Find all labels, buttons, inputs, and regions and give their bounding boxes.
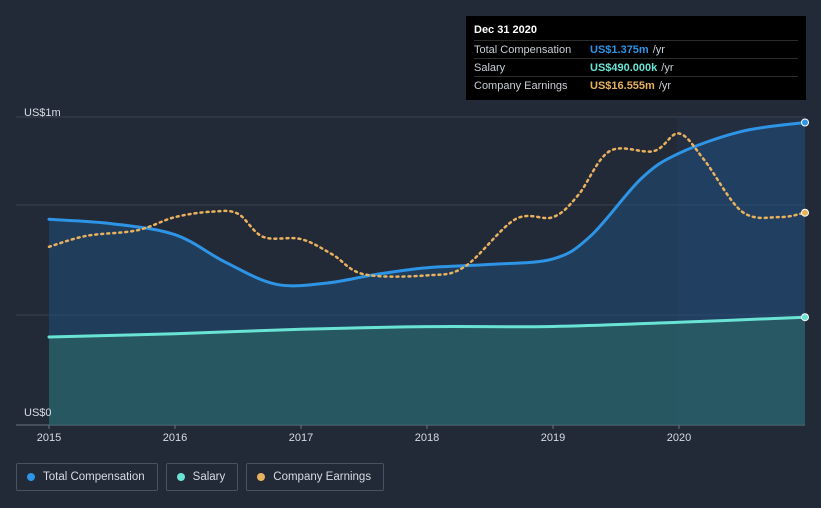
company-earnings-line: [47, 132, 807, 278]
y-tick-label: US$0: [24, 407, 52, 419]
tooltip-label: Company Earnings: [474, 79, 568, 92]
area-fills: [49, 122, 805, 425]
legend-label: Total Compensation: [43, 471, 145, 483]
legend-label: Company Earnings: [273, 471, 372, 483]
legend-item-company-earnings[interactable]: Company Earnings: [246, 463, 385, 491]
tooltip-label: Salary: [474, 61, 506, 74]
tooltip-row-salary: Salary US$490.000k /yr: [474, 58, 798, 76]
tooltip-date: Dec 31 2020: [474, 24, 537, 36]
axis-labels: US$1m US$0 2015 2016 2017 2018 2019 2020: [24, 107, 691, 444]
tooltip: Dec 31 2020 Total Compensation US$1.375m…: [466, 16, 806, 100]
x-tick-label: 2015: [37, 432, 61, 444]
legend-label: Salary: [192, 471, 226, 483]
company-earnings-end-point: [801, 208, 809, 217]
tooltip-unit: /yr: [652, 43, 665, 56]
tooltip-row-total: Total Compensation US$1.375m /yr: [474, 40, 798, 58]
legend-item-total-compensation[interactable]: Total Compensation: [16, 463, 158, 491]
tooltip-unit: /yr: [661, 61, 674, 74]
series-lines: [47, 121, 807, 339]
salary-area: [49, 317, 805, 425]
end-markers: [801, 118, 809, 322]
y-tick-label: US$1m: [24, 107, 61, 119]
x-tick-label: 2019: [541, 432, 565, 444]
x-tick-label: 2016: [163, 432, 187, 444]
tooltip-value: US$16.555m: [590, 79, 655, 92]
legend-item-salary[interactable]: Salary: [165, 463, 239, 491]
legend: Total Compensation Salary Company Earnin…: [16, 463, 392, 491]
x-tick-label: 2020: [667, 432, 691, 444]
legend-dot-icon: [27, 473, 35, 481]
x-tick-label: 2018: [415, 432, 439, 444]
legend-dot-icon: [257, 473, 266, 481]
tooltip-row-earnings: Company Earnings US$16.555m /yr: [474, 76, 798, 94]
total-compensation-line: [47, 121, 807, 288]
x-tick-label: 2017: [289, 432, 313, 444]
salary-line: [47, 315, 807, 339]
tooltip-value: US$1.375m: [590, 43, 649, 56]
total-compensation-end-point: [801, 118, 809, 127]
tooltip-unit: /yr: [658, 79, 672, 92]
tooltip-label: Total Compensation: [474, 43, 572, 56]
tooltip-value: US$490.000k: [590, 61, 658, 74]
legend-dot-icon: [176, 473, 185, 481]
salary-end-point: [801, 313, 809, 322]
